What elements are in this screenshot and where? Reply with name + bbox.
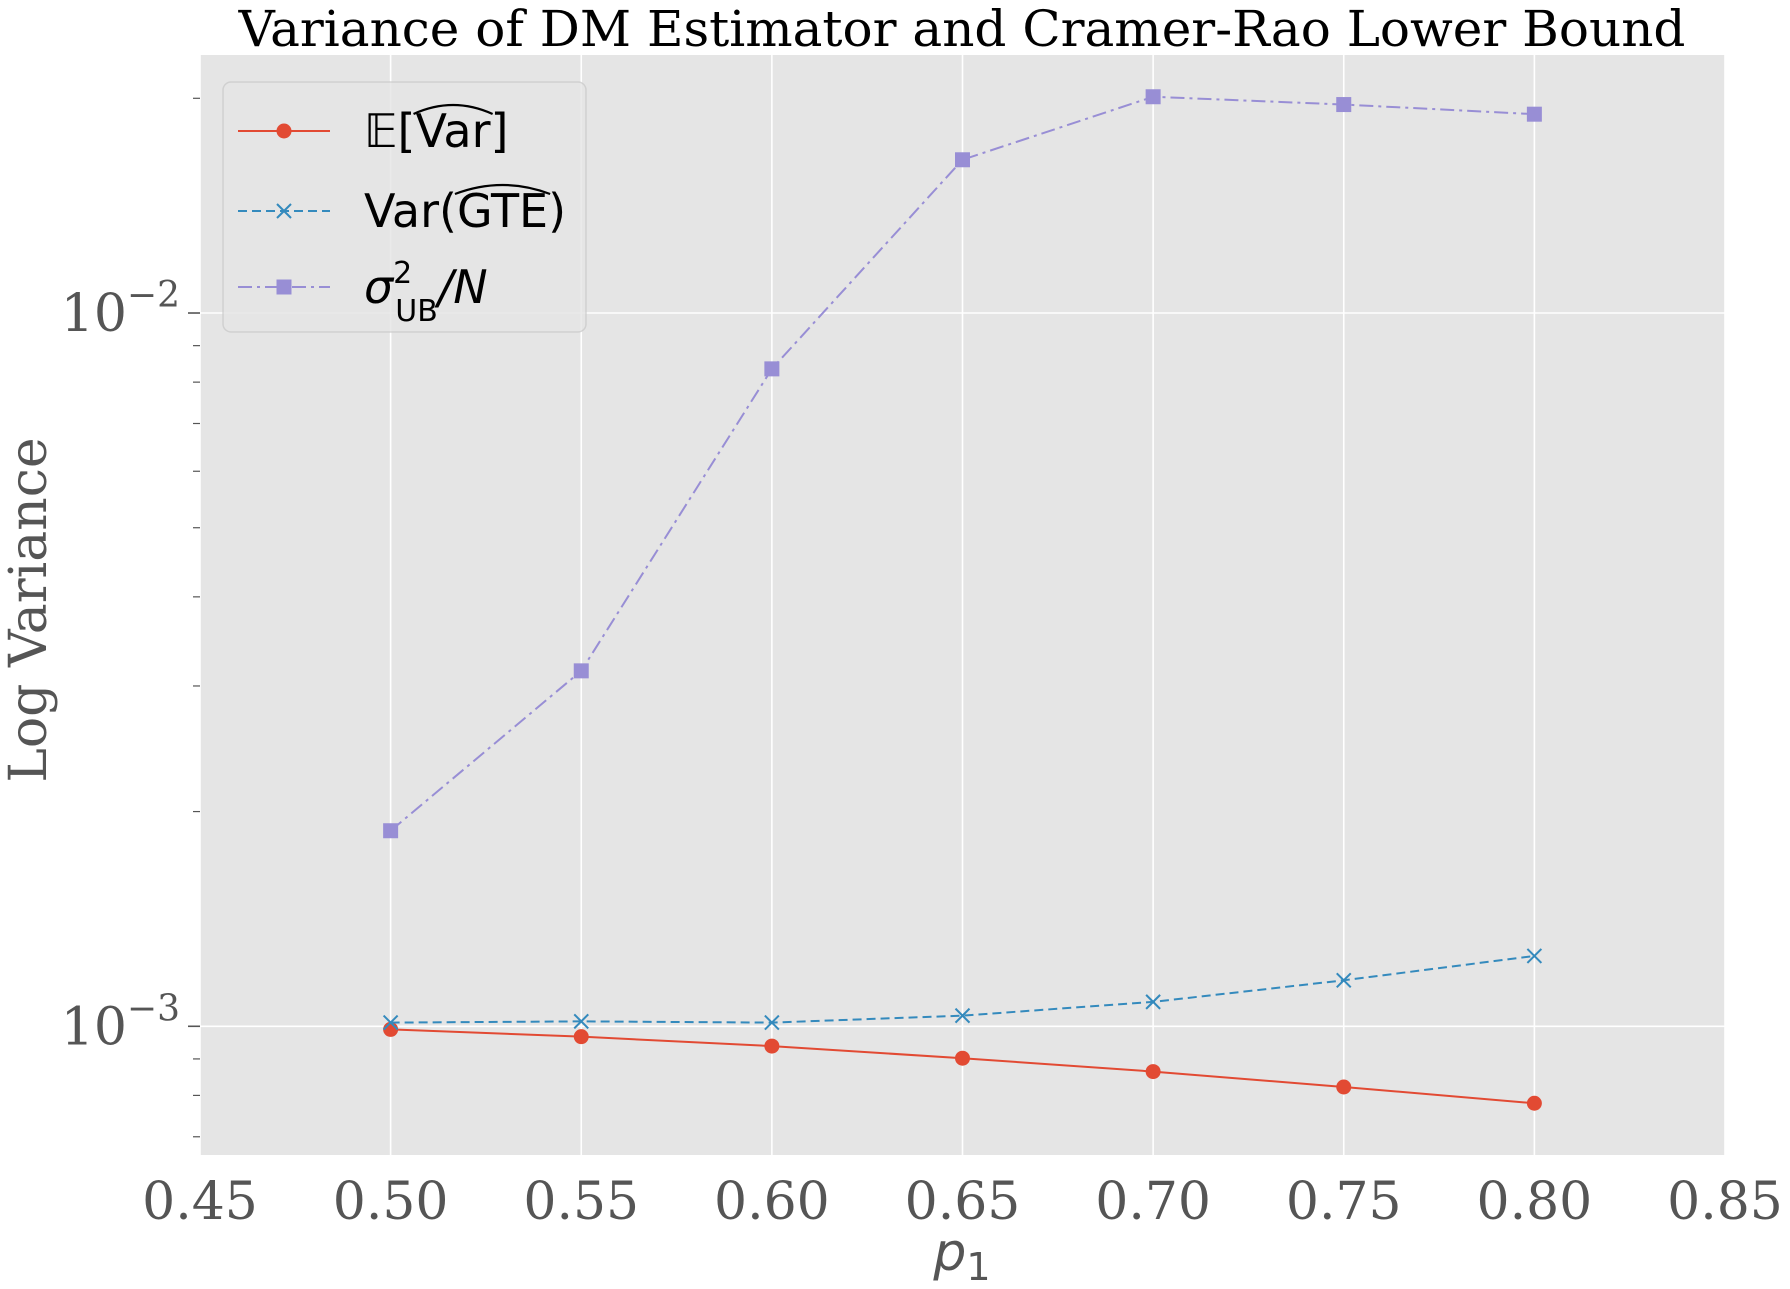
series-2 bbox=[382, 948, 1543, 1031]
x-axis-label-subscript: 1 bbox=[966, 1245, 990, 1289]
legend-item-1: 𝔼[Var] bbox=[238, 103, 508, 158]
data-point bbox=[1526, 106, 1542, 122]
data-point bbox=[1145, 994, 1161, 1010]
data-point bbox=[1336, 97, 1352, 113]
legend-frame bbox=[222, 81, 587, 333]
legend-item-2: Var(GTE) bbox=[238, 183, 566, 238]
y-tick-labels: 10−310−2 bbox=[61, 275, 180, 1057]
data-point bbox=[955, 152, 970, 168]
legend-label: 𝔼[Var] bbox=[364, 104, 508, 158]
series-3 bbox=[383, 89, 1542, 839]
legend-marker bbox=[276, 203, 292, 219]
data-point bbox=[573, 1013, 589, 1030]
x-tick-label: 0.80 bbox=[1476, 1172, 1592, 1232]
x-tick-label: 0.70 bbox=[1095, 1172, 1211, 1232]
data-point bbox=[573, 663, 589, 679]
minor-ticks bbox=[193, 97, 200, 1138]
legend-hat-text: Var bbox=[416, 104, 491, 158]
x-axis-label-main: p bbox=[932, 1223, 966, 1283]
x-tick-label: 0.45 bbox=[142, 1172, 258, 1232]
series-layer bbox=[382, 89, 1543, 1111]
data-point bbox=[1145, 89, 1161, 105]
legend-label: Var(GTE) bbox=[364, 184, 566, 238]
y-tick-base: 10 bbox=[61, 997, 127, 1057]
x-tick-label: 0.85 bbox=[1667, 1172, 1783, 1232]
data-point bbox=[955, 1050, 970, 1066]
data-point bbox=[573, 1029, 589, 1045]
x-tick-label: 0.50 bbox=[333, 1172, 449, 1232]
data-point bbox=[1526, 948, 1543, 964]
y-tick-label: 10−2 bbox=[61, 275, 180, 344]
legend-hat-text: GTE bbox=[457, 184, 548, 238]
data-point bbox=[954, 1007, 971, 1024]
data-point bbox=[764, 1014, 780, 1031]
x-tick-label: 0.75 bbox=[1286, 1172, 1402, 1232]
x-axis-label: p1 bbox=[932, 1223, 990, 1289]
data-point bbox=[764, 361, 780, 377]
x-tick-label: 0.55 bbox=[523, 1172, 639, 1232]
y-tick-base: 10 bbox=[61, 284, 127, 344]
data-point bbox=[383, 823, 399, 839]
chart-title: Variance of DM Estimator and Cramer-Rao … bbox=[238, 0, 1686, 58]
y-tick-exponent: −2 bbox=[127, 275, 180, 316]
data-point bbox=[1145, 1064, 1161, 1080]
legend: 𝔼[Var] Var(GTE) σ2 UB/N bbox=[222, 81, 587, 333]
legend-marker bbox=[276, 123, 292, 139]
data-point bbox=[383, 1021, 399, 1037]
x-tick-labels: 0.45 0.50 0.55 0.60 0.65 0.70 0.75 0.80 0.85 bbox=[142, 1172, 1783, 1232]
legend-label: σ2 UB/N bbox=[364, 256, 488, 329]
legend-marker bbox=[276, 279, 292, 295]
hat-accent bbox=[413, 103, 494, 116]
y-tick-label: 10−3 bbox=[61, 988, 180, 1057]
data-point bbox=[382, 1014, 399, 1031]
data-point bbox=[1526, 1095, 1542, 1111]
hat-accent bbox=[454, 183, 551, 196]
y-axis-label: Log Variance bbox=[0, 437, 59, 782]
legend-item-3: σ2 UB/N bbox=[238, 256, 488, 329]
data-point bbox=[1336, 1079, 1352, 1095]
data-point bbox=[764, 1038, 780, 1054]
y-tick-exponent: −3 bbox=[127, 988, 180, 1029]
x-tick-label: 0.65 bbox=[905, 1172, 1021, 1232]
data-point bbox=[1336, 972, 1352, 989]
x-tick-label: 0.60 bbox=[714, 1172, 830, 1232]
